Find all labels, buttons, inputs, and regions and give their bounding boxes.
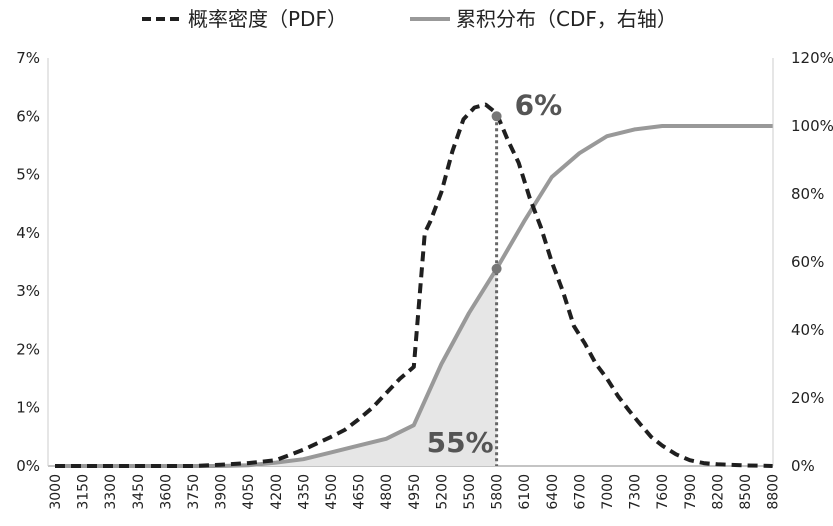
x-tick-label: 4500	[324, 474, 340, 510]
x-tick-label: 4800	[379, 474, 395, 510]
legend: 概率密度（PDF） 累积分布（CDF，右轴）	[142, 7, 677, 31]
x-tick-label: 7600	[655, 474, 671, 510]
cdf-annotation: 55%	[427, 426, 494, 459]
y-right-tick-label: 100%	[791, 117, 833, 135]
pdf-series-line	[55, 102, 773, 468]
y-right-tick-label: 40%	[791, 321, 824, 339]
y-left-tick-label: 3%	[16, 282, 40, 300]
x-tick-label: 4200	[269, 474, 285, 510]
y-left-ticks: 0% 1% 2% 3% 4% 5% 6% 7%	[16, 49, 40, 475]
x-tick-label: 3450	[131, 474, 147, 510]
x-tick-label: 3150	[76, 474, 92, 510]
legend-cdf-label: 累积分布（CDF，右轴）	[456, 7, 677, 31]
y-right-tick-label: 0%	[791, 457, 815, 475]
y-right-ticks: 0% 20% 40% 60% 80% 100% 120%	[791, 49, 833, 475]
y-left-tick-label: 5%	[16, 166, 40, 184]
x-tick-label: 7900	[683, 474, 699, 510]
y-right-tick-label: 20%	[791, 389, 824, 407]
x-tick-label: 3900	[214, 474, 230, 510]
y-right-tick-label: 120%	[791, 49, 833, 67]
x-tick-label: 4350	[296, 474, 312, 510]
x-tick-label: 3750	[186, 474, 202, 510]
x-tick-label: 5200	[434, 474, 450, 510]
x-tick-label: 4950	[407, 474, 423, 510]
x-tick-label: 5500	[462, 474, 478, 510]
x-tick-label: 8800	[766, 474, 782, 510]
x-tick-label: 3600	[158, 474, 174, 510]
cdf-shaded-area	[55, 268, 497, 466]
y-left-tick-label: 0%	[16, 457, 40, 475]
x-tick-label: 6100	[517, 474, 533, 510]
y-left-tick-label: 4%	[16, 224, 40, 242]
x-tick-label: 3000	[48, 474, 64, 510]
x-tick-label: 8500	[738, 474, 754, 510]
y-right-tick-label: 60%	[791, 253, 824, 271]
y-left-tick-label: 7%	[16, 49, 40, 67]
x-tick-label: 6700	[572, 474, 588, 510]
x-tick-label: 7300	[628, 474, 644, 510]
y-left-tick-label: 2%	[16, 340, 40, 358]
x-tick-label: 4650	[352, 474, 368, 510]
x-ticks: 3000 3150 3300 3450 3600 3750 3900 4050 4200 4350…	[48, 474, 782, 510]
x-tick-label: 7000	[600, 474, 616, 510]
cdf-marker	[491, 263, 502, 274]
cdf-series-line	[55, 124, 773, 468]
legend-pdf-label: 概率密度（PDF）	[188, 7, 347, 31]
y-left-tick-label: 6%	[16, 107, 40, 125]
x-tick-label: 5800	[490, 474, 506, 510]
x-tick-label: 4050	[241, 474, 257, 510]
y-left-tick-label: 1%	[16, 399, 40, 417]
pdf-peak-annotation: 6%	[515, 88, 563, 121]
pdf-peak-marker	[491, 111, 502, 122]
x-tick-label: 8200	[710, 474, 726, 510]
y-right-tick-label: 80%	[791, 185, 824, 203]
x-tick-label: 6400	[545, 474, 561, 510]
x-tick-label: 3300	[103, 474, 119, 510]
